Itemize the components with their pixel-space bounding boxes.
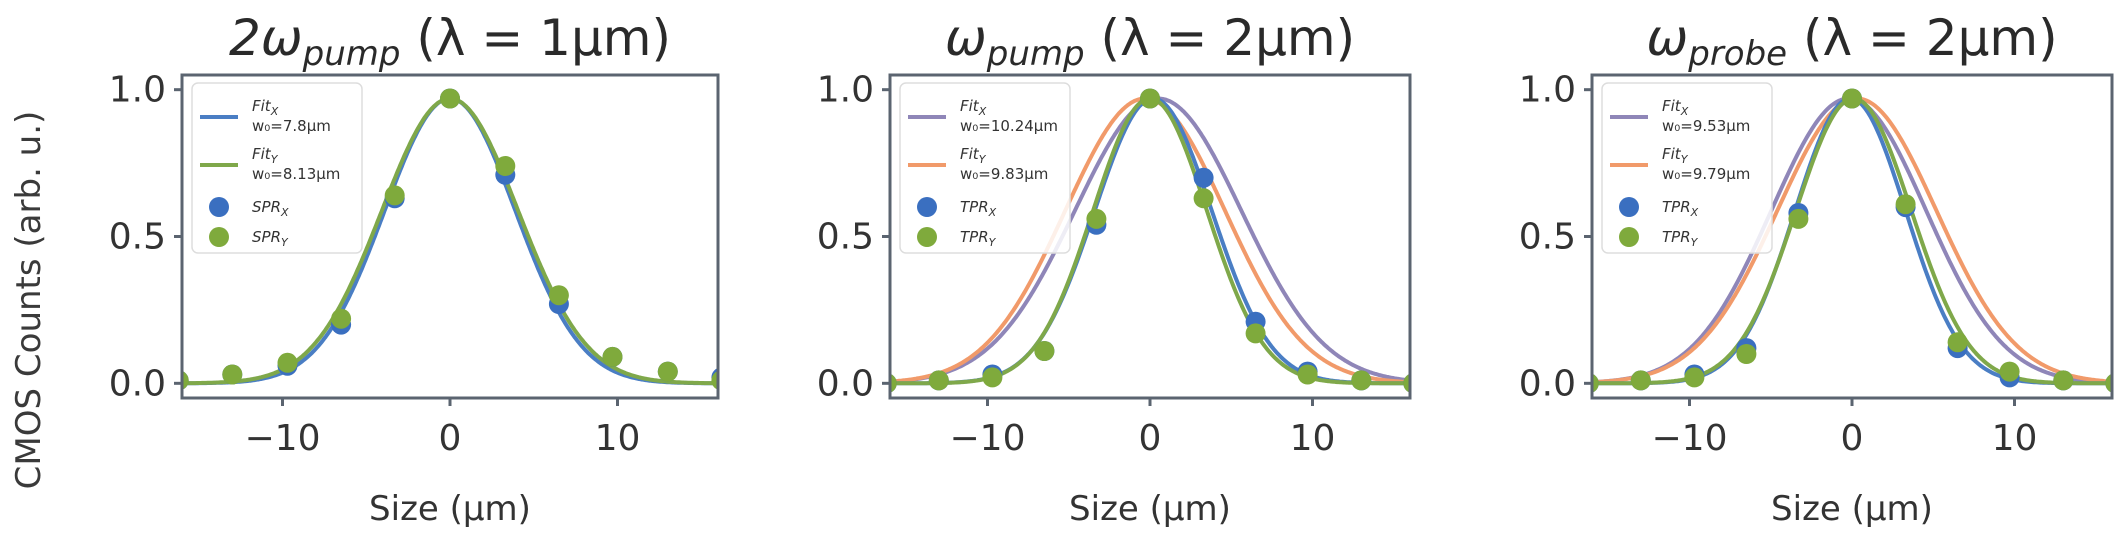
y-tick-label: 0.0 [1519,363,1576,404]
legend-label: TPRY [960,228,997,249]
data-point-2-3 [1684,367,1705,388]
chart-panel-2: ωpump (λ = 2µm) 0.0 0.5 1.0 −10 0 10 Size (µm) F… [817,9,1412,529]
chart-panels: 2ωpump (λ = 1µm) 0.0 0.5 1.0 −10 0 10 Size (µm)… [109,9,2114,529]
data-point-2-10 [657,361,678,382]
legend-label: FitX [252,97,279,118]
x-tick-label: 0 [1139,418,1162,459]
data-point-2-8 [548,285,569,306]
data-point-2-10 [2053,370,2074,391]
x-tick-label: −10 [1652,418,1728,459]
x-axis-label: Size (µm) [369,489,531,529]
data-point-2-11 [1403,373,1410,393]
legend-label: FitX [1662,97,1689,118]
y-tick-label: 1.0 [1519,70,1576,111]
data-point-2-7 [495,156,516,176]
x-tick-label: −10 [245,418,321,459]
legend-label: FitY [252,145,279,166]
legend-label: FitY [1662,145,1689,166]
legend-label: SPRY [252,228,289,249]
data-point-2-8 [1245,323,1266,344]
data-point-2-10 [1351,370,1372,391]
data-point-2-4 [1736,344,1757,364]
data-point-2-6 [440,88,460,109]
data-point-1-7 [1193,167,1214,188]
chart-title: ωpump (λ = 2µm) [945,9,1355,74]
y-tick-label: 0.0 [109,363,166,404]
x-axis-label: Size (µm) [1771,489,1933,529]
legend-marker-swatch [209,227,229,247]
y-tick-label: 0.5 [817,217,874,258]
legend-param: w₀=7.8µm [252,117,331,135]
data-point-2-5 [1788,208,1809,229]
legend-marker-swatch [917,227,937,247]
legend-param: w₀=9.53µm [1662,117,1750,135]
x-tick-label: 10 [1290,418,1336,459]
x-axis-label: Size (µm) [1069,489,1231,529]
chart-title: ωprobe (λ = 2µm) [1646,9,2057,74]
legend-param: w₀=10.24µm [960,117,1058,135]
data-point-2-4 [1034,341,1055,361]
data-point-2-3 [982,367,1003,388]
data-point-2-6 [1842,88,1862,109]
data-point-2-2 [928,370,949,391]
x-tick-label: 10 [1992,418,2038,459]
data-point-2-9 [1297,364,1318,385]
data-point-2-8 [1947,332,1968,353]
chart-title: 2ωpump (λ = 1µm) [229,9,671,74]
legend-param: w₀=9.83µm [960,165,1048,183]
legend-box [1601,82,1773,254]
legend-marker-swatch [1619,197,1639,217]
legend-label: FitY [960,145,987,166]
data-point-2-5 [384,185,405,206]
x-tick-label: 0 [439,418,462,459]
data-point-2-3 [277,352,298,373]
plot-area [182,88,718,390]
data-point-2-9 [1999,361,2020,382]
data-point-2-4 [331,308,352,329]
data-point-2-1 [890,373,897,393]
plot-area [890,88,1410,393]
legend-label: TPRY [1662,228,1699,249]
legend-param: w₀=8.13µm [252,165,340,183]
legend-param: w₀=9.79µm [1662,165,1750,183]
legend-box [899,82,1071,254]
data-point-2-1 [182,370,189,390]
data-point-2-7 [1193,188,1214,209]
data-point-2-9 [602,346,623,367]
data-point-2-5 [1086,208,1107,229]
y-tick-label: 0.0 [817,363,874,404]
x-tick-label: 10 [595,418,641,459]
data-point-2-11 [2105,373,2112,393]
y-tick-label: 1.0 [817,70,874,111]
x-tick-label: 0 [1841,418,1864,459]
chart-panel-1: 2ωpump (λ = 1µm) 0.0 0.5 1.0 −10 0 10 Size (µm)… [109,9,720,529]
data-point-2-7 [1895,194,1916,215]
data-point-2-1 [1592,373,1599,393]
legend-label: SPRX [252,198,289,219]
y-tick-label: 0.5 [109,217,166,258]
legend-marker-swatch [1619,227,1639,247]
legend-marker-swatch [209,197,229,217]
y-tick-label: 1.0 [109,70,166,111]
legend-label: TPRX [1662,198,1699,219]
data-point-2-6 [1140,88,1160,109]
data-point-2-11 [711,370,718,390]
legend-box [191,82,363,254]
y-tick-label: 0.5 [1519,217,1576,258]
y-axis-label: CMOS Counts (arb. u.) [9,111,49,490]
chart-panel-3: ωprobe (λ = 2µm) 0.0 0.5 1.0 −10 0 10 Size (µm)… [1519,9,2114,529]
legend-marker-swatch [917,197,937,217]
legend-label: FitX [960,97,987,118]
x-tick-label: −10 [950,418,1026,459]
data-point-2-2 [222,364,243,385]
legend-label: TPRX [960,198,997,219]
data-point-2-2 [1630,370,1651,391]
plot-area [1592,88,2112,393]
